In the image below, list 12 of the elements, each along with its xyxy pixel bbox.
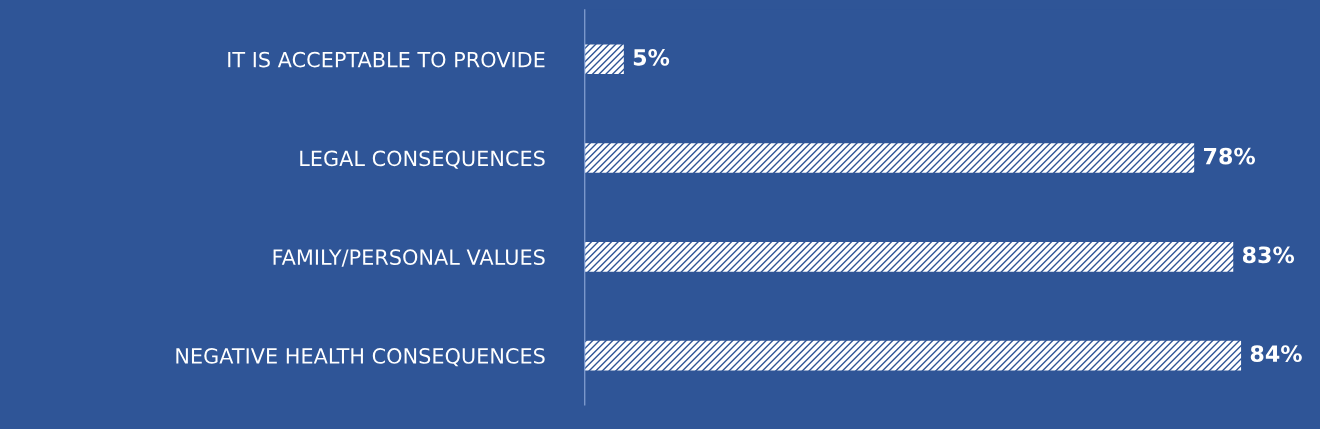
data-label: 5% — [633, 48, 670, 66]
bar — [584, 44, 624, 75]
data-label: 83% — [1242, 246, 1295, 264]
bar — [584, 143, 1195, 173]
bar — [584, 241, 1234, 272]
bar — [584, 340, 1242, 371]
y-tick-label: IT IS ACCEPTABLE TO PROVIDE — [228, 51, 545, 68]
data-label: 84% — [1250, 345, 1302, 363]
y-tick-label: FAMILY/PERSONAL VALUES — [273, 249, 545, 267]
y-tick-label: LEGAL CONSEQUENCES — [300, 150, 545, 169]
y-tick-label: NEGATIVE HEALTH CONSEQUENCES — [176, 348, 545, 367]
data-label: 78% — [1204, 147, 1255, 165]
